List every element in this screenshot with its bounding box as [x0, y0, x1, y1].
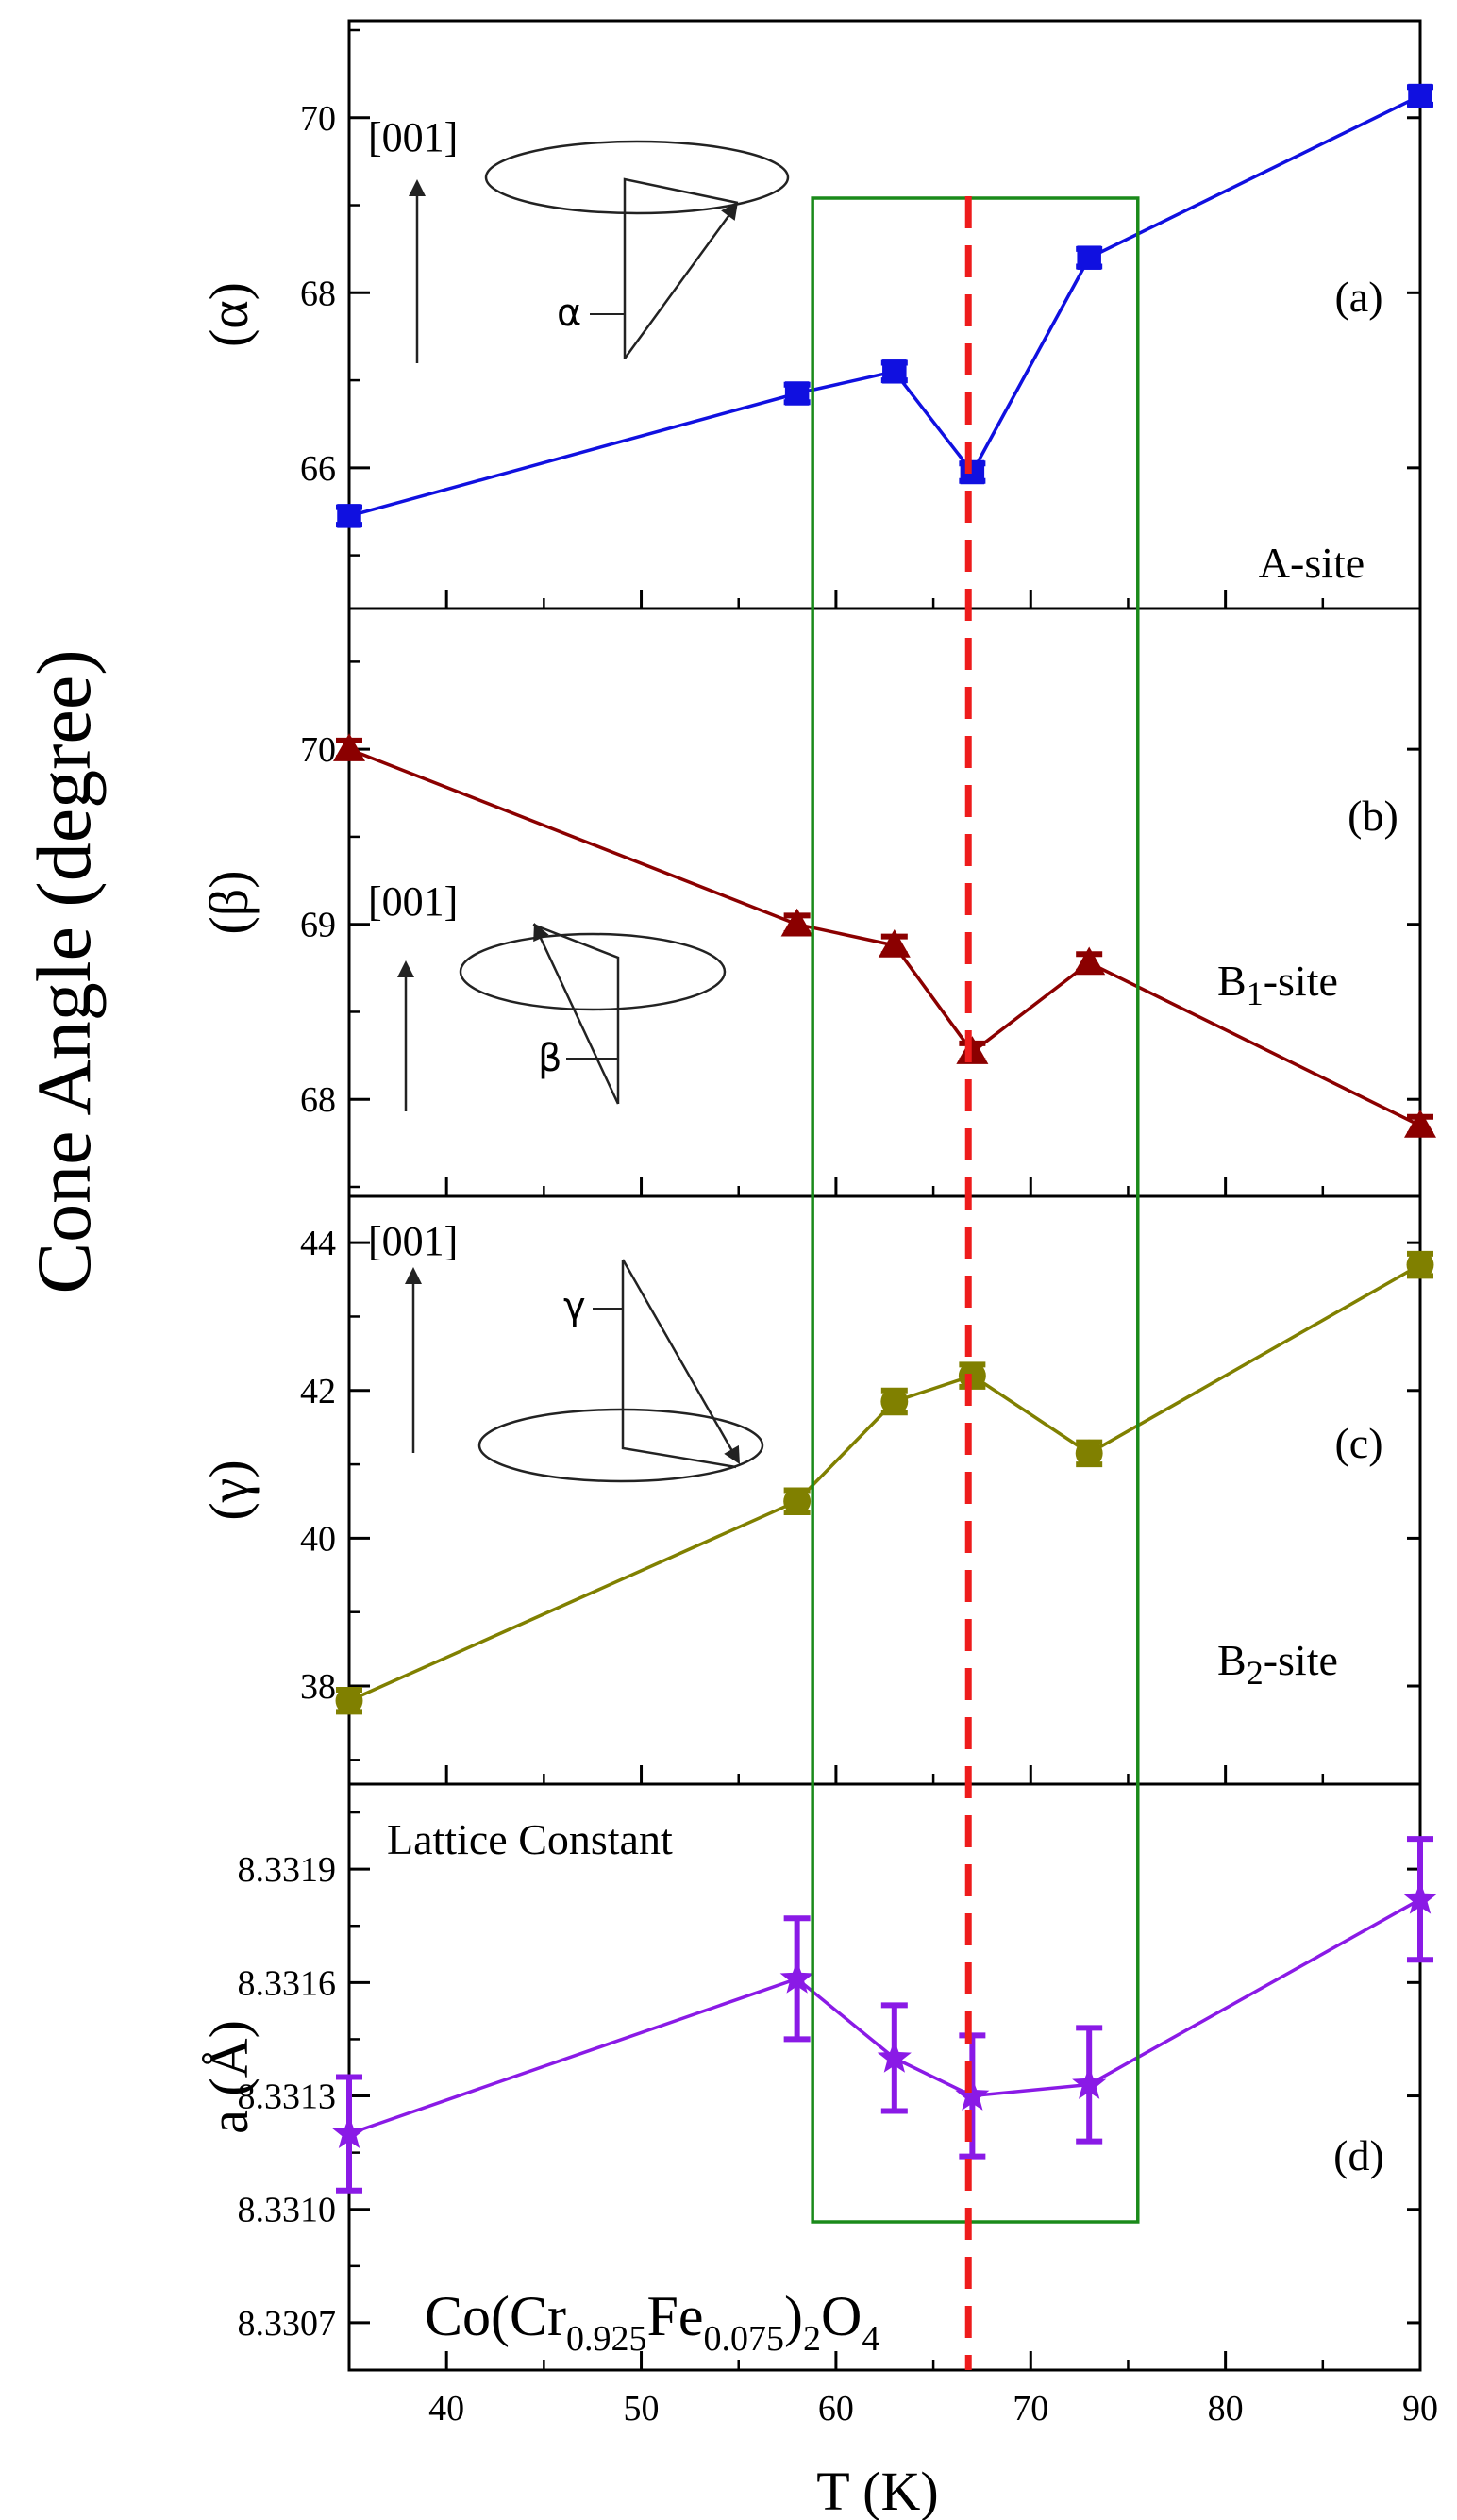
panel-a: 66 68 70 (α) [198, 19, 1433, 610]
data-point [880, 1388, 909, 1415]
panel-ylabel: (γ) [198, 1460, 260, 1520]
y-tick-label: 70 [300, 99, 336, 139]
inset-b-cone-lines [532, 923, 620, 1104]
y-tick-label: 8.3319 [238, 1850, 337, 1890]
data-point [783, 1487, 812, 1515]
panel-ylabel: (β) [198, 870, 260, 934]
x-tick-label: 50 [624, 2389, 660, 2428]
data-point [955, 2078, 990, 2111]
compound-formula: Co(Cr0.925Fe0.075)2O4 [425, 2285, 879, 2359]
x-tick-label: 60 [818, 2389, 854, 2428]
panels-layer: 66 68 70 (α) 68 69 70 (β) 38 40 42 44 (γ) 8.3307 8.331… [198, 19, 1438, 2372]
series-line [348, 747, 1421, 1127]
panel-c: 38 40 42 44 (γ) [198, 1194, 1434, 1786]
y-tick-label: 42 [300, 1372, 336, 1411]
inset-c-cone-lines [621, 1260, 737, 1469]
data-point [878, 928, 911, 958]
inset-b-spin-vector [536, 931, 620, 1105]
y-tick-label: 70 [300, 730, 336, 770]
series-line [348, 1263, 1421, 1703]
panel-ylabel: (α) [198, 282, 260, 347]
y-tick-label: 8.3310 [238, 2191, 337, 2230]
data-point [780, 908, 813, 937]
inset-a-axis-label: [001] [368, 114, 458, 160]
series-line [348, 94, 1421, 518]
data-point [1402, 1881, 1438, 1914]
overlay-layer: 40 50 60 70 80 90 (a) A-site (b) B1-site (c) B2-sit… [368, 114, 1438, 2428]
data-point [956, 1036, 989, 1064]
data-point [958, 1361, 986, 1390]
inset-c-cone-ellipse [477, 1408, 764, 1483]
panel-frame [347, 19, 1422, 610]
panel-frame [347, 607, 1422, 1198]
y-tick-label: 8.3307 [238, 2304, 337, 2344]
inset-b-cone-ellipse [459, 932, 727, 1011]
data-point [784, 381, 810, 406]
inset-a-cone-lines [623, 177, 739, 359]
inset-b-axis-label: [001] [368, 878, 458, 925]
y-tick-label: 66 [300, 449, 336, 489]
inset-diagrams: [001] α [001] β [001] γ [368, 114, 790, 1483]
inset-c-spin-arrowhead [724, 1444, 740, 1464]
y-tick-label: 8.3316 [238, 1963, 337, 2003]
site-label-c: B2-site [1217, 1636, 1338, 1692]
panel-tag-a: (a) [1334, 273, 1382, 321]
inset-a-angle-symbol: α [557, 292, 581, 335]
panel-ylabel: a (Å) [198, 2020, 260, 2134]
data-point [877, 2040, 912, 2073]
data-point [1406, 1251, 1434, 1279]
highlight-box [811, 196, 1140, 2224]
panel-frame [347, 1194, 1422, 1786]
x-tick-label: 90 [1402, 2389, 1438, 2428]
lattice-constant-title: Lattice Constant [387, 1815, 673, 1863]
inset-c-spin-vector [621, 1259, 738, 1459]
shared-y-title: Cone Angle (degree) [21, 649, 107, 1293]
data-point [337, 504, 361, 528]
panel-d: 8.3307 8.3310 8.3313 8.3316 8.3319 a (Å) [198, 1782, 1438, 2372]
inset-a-spin-vector [623, 205, 738, 359]
data-point [1077, 245, 1101, 270]
inset-b-z-arrowhead [397, 960, 414, 977]
y-tick-label: 8.3313 [238, 2078, 337, 2117]
inset-c-z-arrowhead [405, 1267, 422, 1284]
inset-b-angle-symbol: β [538, 1037, 562, 1080]
inset-a-cone-ellipse [484, 140, 790, 215]
labels-layer: Cone Angle (degree) T (K) [21, 649, 939, 2520]
data-point [335, 1687, 363, 1715]
inset-c-axis-label: [001] [368, 1218, 458, 1264]
data-point [333, 733, 365, 761]
data-point [331, 2115, 367, 2148]
data-point [1404, 1110, 1436, 1138]
x-tick-label: 40 [428, 2389, 464, 2428]
data-point [882, 359, 907, 384]
data-point [960, 459, 985, 485]
data-point [1075, 1439, 1103, 1467]
y-tick-label: 68 [300, 274, 336, 313]
x-tick-label: 80 [1208, 2389, 1244, 2428]
x-tick-label: 70 [1013, 2389, 1048, 2428]
inset-a-z-arrowhead [409, 179, 426, 196]
inset-b-spin-arrowhead [533, 923, 549, 943]
site-label-b: B1-site [1217, 957, 1338, 1012]
panel-tag-d: (d) [1333, 2131, 1384, 2179]
panel-tag-b: (b) [1348, 792, 1398, 840]
data-point [1408, 83, 1432, 108]
data-point [1073, 946, 1106, 976]
x-axis-title: T (K) [816, 2461, 938, 2520]
series-line [348, 1897, 1421, 2136]
y-tick-label: 69 [300, 906, 336, 945]
inset-c-angle-symbol: γ [563, 1285, 586, 1328]
panel-tag-c: (c) [1334, 1419, 1382, 1467]
inset-a-spin-arrowhead [721, 202, 738, 221]
data-point [1072, 2066, 1107, 2099]
data-point [779, 1961, 814, 1994]
y-tick-label: 68 [300, 1080, 336, 1120]
y-tick-label: 40 [300, 1519, 336, 1559]
y-tick-label: 44 [300, 1224, 336, 1263]
site-label-a: A-site [1259, 539, 1365, 587]
y-tick-label: 38 [300, 1667, 336, 1707]
